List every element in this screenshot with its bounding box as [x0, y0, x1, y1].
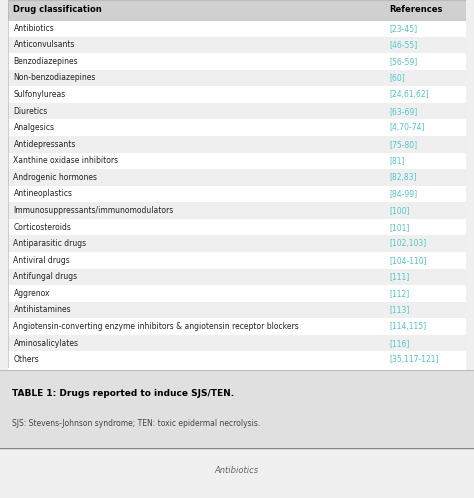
- Text: [112]: [112]: [390, 289, 410, 298]
- Text: [75-80]: [75-80]: [390, 140, 418, 149]
- Text: Androgenic hormones: Androgenic hormones: [13, 173, 98, 182]
- Text: [63-69]: [63-69]: [390, 107, 418, 116]
- Text: [23-45]: [23-45]: [390, 24, 418, 33]
- Text: Aminosalicylates: Aminosalicylates: [13, 339, 79, 348]
- Text: [111]: [111]: [390, 272, 410, 281]
- Text: [100]: [100]: [390, 206, 410, 215]
- Text: [104-110]: [104-110]: [390, 256, 427, 265]
- Text: [81]: [81]: [390, 156, 405, 165]
- Text: Xanthine oxidase inhibitors: Xanthine oxidase inhibitors: [13, 156, 118, 165]
- Text: TABLE 1: Drugs reported to induce SJS/TEN.: TABLE 1: Drugs reported to induce SJS/TE…: [12, 389, 234, 398]
- Text: Non-benzodiazepines: Non-benzodiazepines: [13, 74, 96, 83]
- Text: [46-55]: [46-55]: [390, 40, 418, 49]
- Text: Benzodiazepines: Benzodiazepines: [13, 57, 78, 66]
- Text: Antifungal drugs: Antifungal drugs: [13, 272, 78, 281]
- Text: Angiotensin-converting enzyme inhibitors & angiotensin receptor blockers: Angiotensin-converting enzyme inhibitors…: [13, 322, 299, 331]
- Text: Sulfonylureas: Sulfonylureas: [13, 90, 66, 99]
- Text: [82,83]: [82,83]: [390, 173, 417, 182]
- Text: Drug classification: Drug classification: [13, 5, 102, 14]
- Text: [101]: [101]: [390, 223, 410, 232]
- Text: Antidepressants: Antidepressants: [13, 140, 76, 149]
- Text: Antibiotics: Antibiotics: [13, 24, 54, 33]
- Text: Antineoplastics: Antineoplastics: [13, 190, 73, 199]
- Text: [56-59]: [56-59]: [390, 57, 418, 66]
- Text: Diuretics: Diuretics: [13, 107, 48, 116]
- Text: Immunosuppressants/immunomodulators: Immunosuppressants/immunomodulators: [13, 206, 174, 215]
- Text: SJS: Stevens-Johnson syndrome; TEN: toxic epidermal necrolysis.: SJS: Stevens-Johnson syndrome; TEN: toxi…: [12, 418, 260, 428]
- Text: [114,115]: [114,115]: [390, 322, 427, 331]
- Text: Corticosteroids: Corticosteroids: [13, 223, 72, 232]
- Text: [84-99]: [84-99]: [390, 190, 418, 199]
- Text: [113]: [113]: [390, 305, 410, 315]
- Text: Aggrenox: Aggrenox: [13, 289, 50, 298]
- Text: Antihistamines: Antihistamines: [13, 305, 71, 315]
- Text: Antiviral drugs: Antiviral drugs: [13, 256, 70, 265]
- Text: Analgesics: Analgesics: [13, 123, 55, 132]
- Text: [102,103]: [102,103]: [390, 239, 427, 248]
- Text: [35,117-121]: [35,117-121]: [390, 355, 439, 364]
- Text: [24,61,62]: [24,61,62]: [390, 90, 429, 99]
- Text: Anticonvulsants: Anticonvulsants: [13, 40, 75, 49]
- Text: Others: Others: [13, 355, 39, 364]
- Text: Antibiotics: Antibiotics: [215, 466, 259, 475]
- Text: [60]: [60]: [390, 74, 405, 83]
- Text: [116]: [116]: [390, 339, 410, 348]
- Text: References: References: [390, 5, 443, 14]
- Text: Antiparasitic drugs: Antiparasitic drugs: [13, 239, 87, 248]
- Text: [4,70-74]: [4,70-74]: [390, 123, 425, 132]
